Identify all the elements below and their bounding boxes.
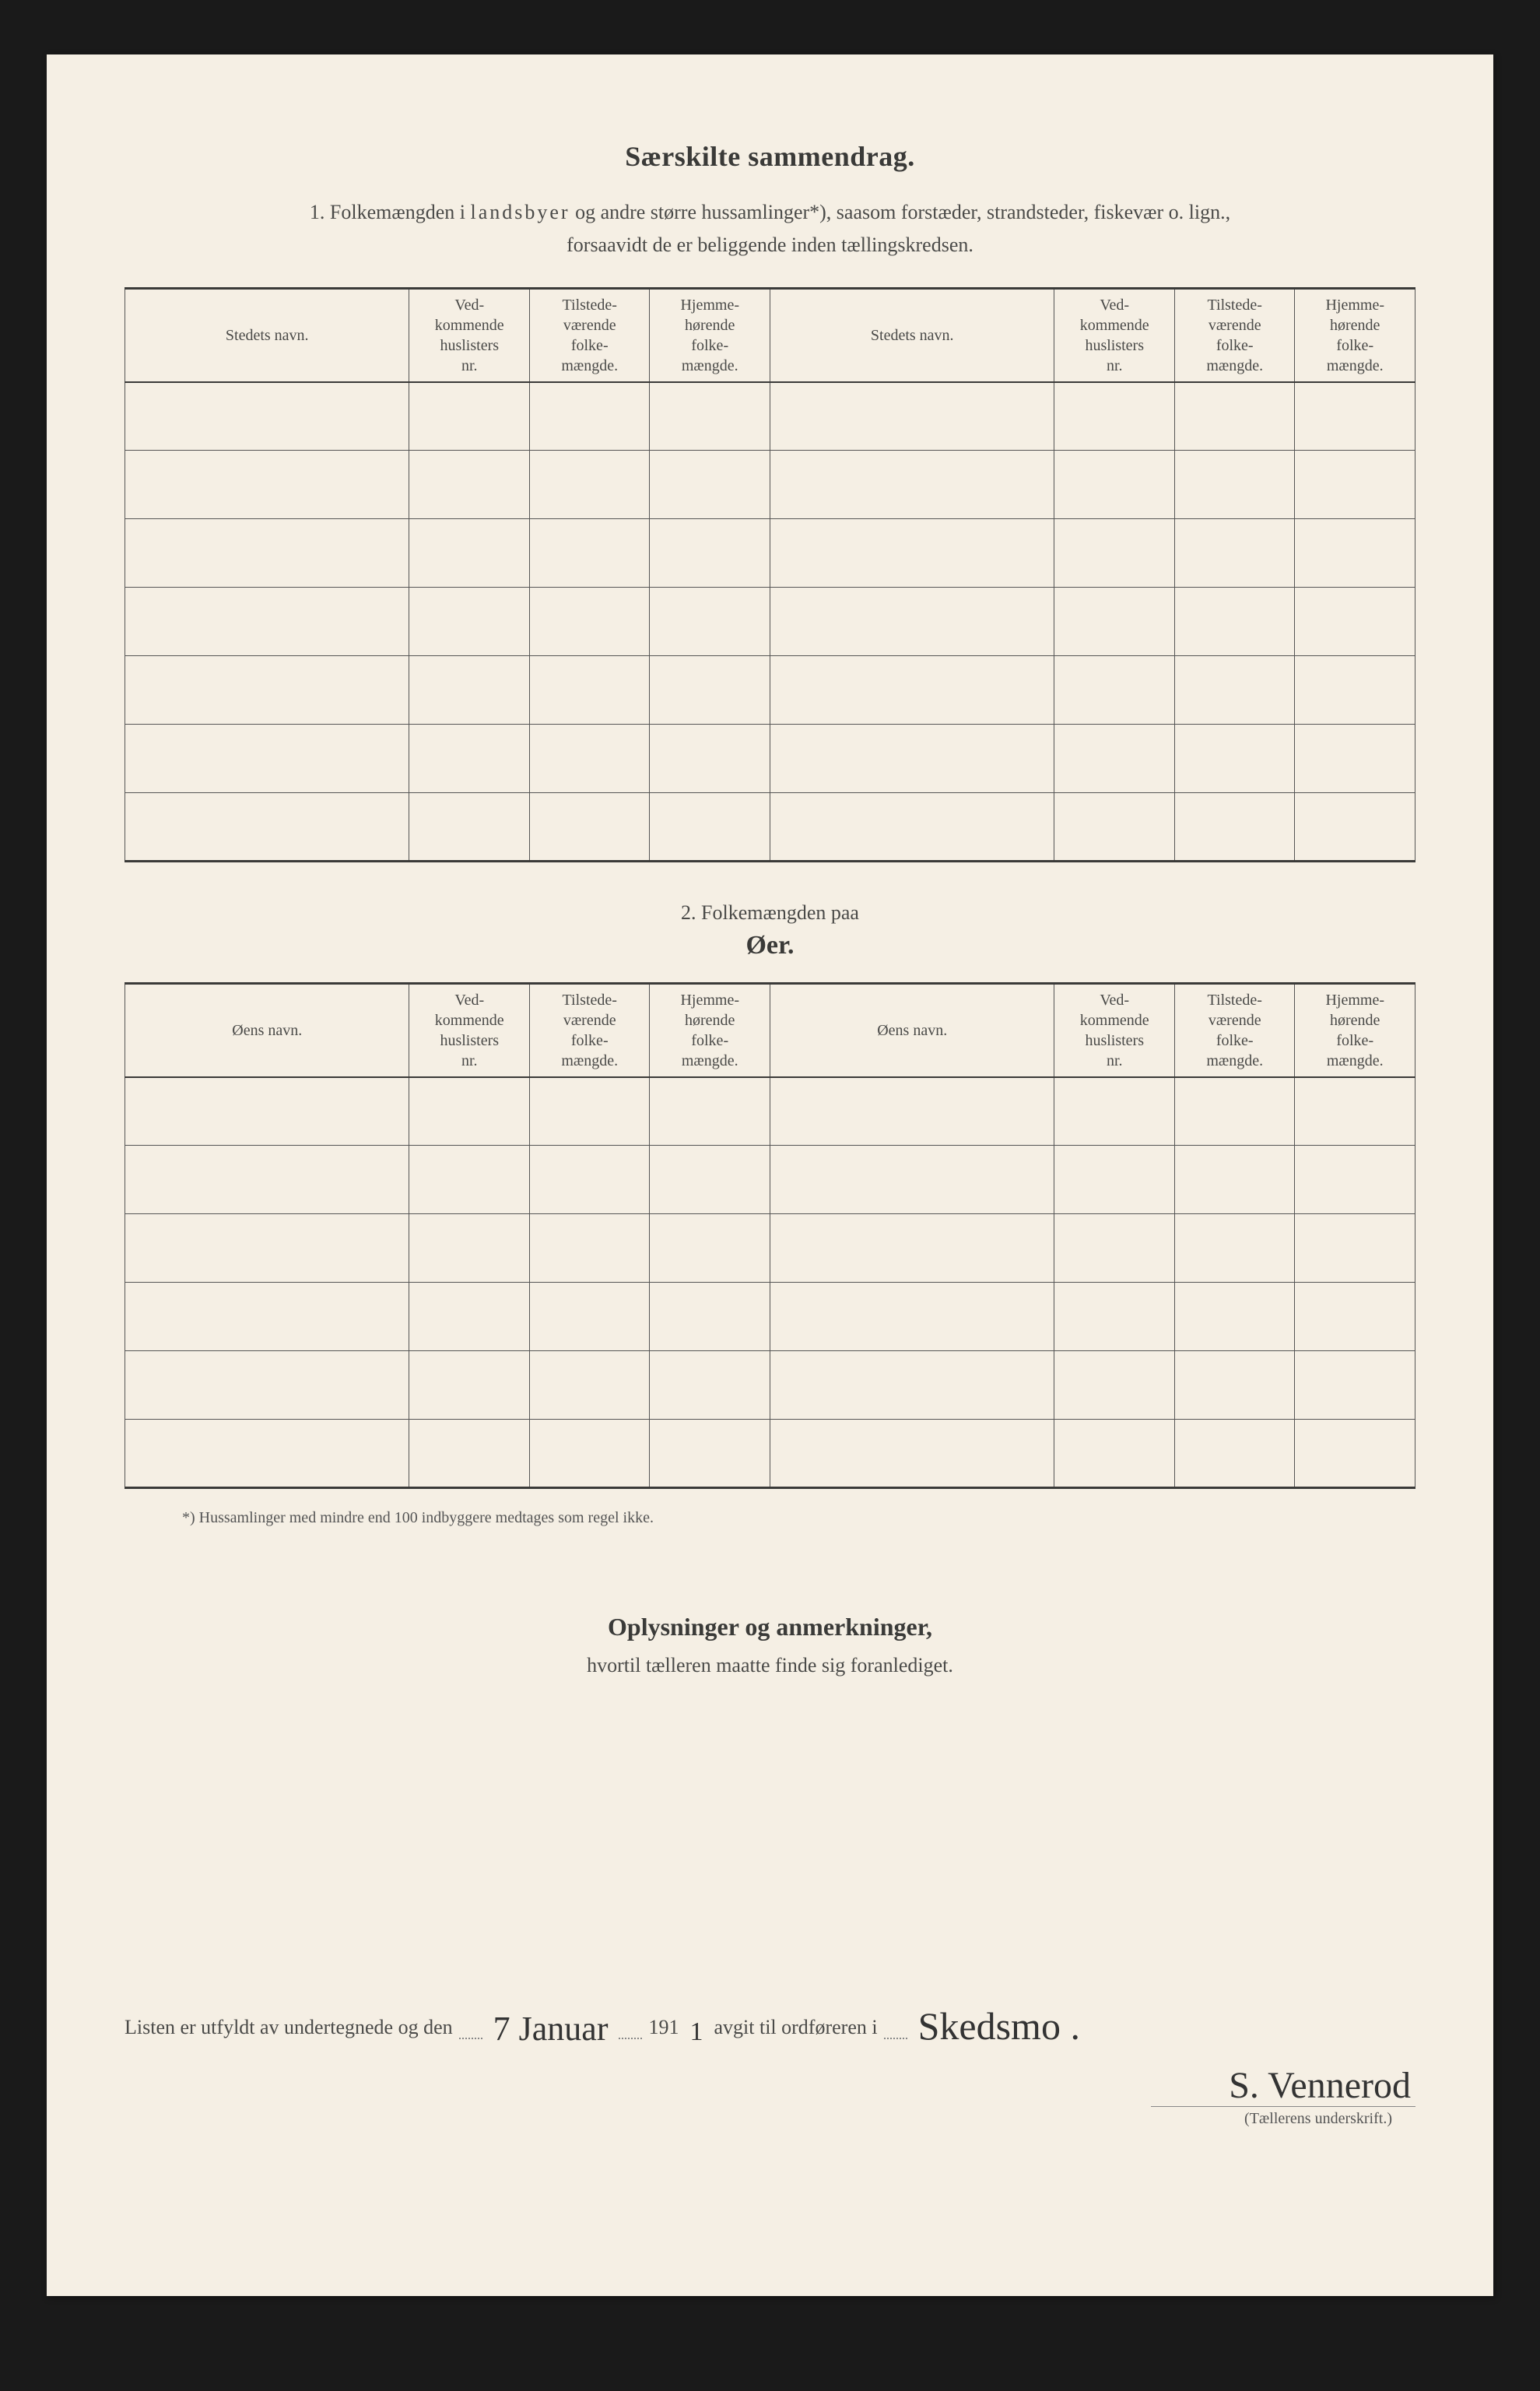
t2-h-name-l: Øens navn. xyxy=(125,984,409,1077)
sig-prefix: Listen er utfyldt av undertegnede og den xyxy=(125,2016,453,2039)
table-row xyxy=(125,793,1415,862)
intro-landsbyer: landsbyer xyxy=(470,201,570,223)
intro-middle: og andre større hussamlinger*), saasom f… xyxy=(570,201,1231,223)
table-row xyxy=(125,1077,1415,1146)
signer-caption: (Tællerens underskrift.) xyxy=(1151,2106,1415,2128)
section2-title: Øer. xyxy=(125,931,1415,960)
t2-h-name-r: Øens navn. xyxy=(770,984,1054,1077)
dotted-spacer xyxy=(619,2038,642,2039)
t1-h-tilstede-l: Tilstede-værendefolke-mængde. xyxy=(529,289,650,382)
section3-sub: hvortil tælleren maatte finde sig foranl… xyxy=(125,1654,1415,1677)
t2-h-hjemme-r: Hjemme-hørendefolke-mængde. xyxy=(1295,984,1415,1077)
table-landsbyer: Stedets navn. Ved-kommendehuslistersnr. … xyxy=(125,287,1415,862)
table-oer: Øens navn. Ved-kommendehuslistersnr. Til… xyxy=(125,982,1415,1489)
table-row xyxy=(125,588,1415,656)
scan-frame: Særskilte sammendrag. 1. Folkemængden i … xyxy=(0,0,1540,2351)
intro-line2: forsaavidt de er beliggende inden tællin… xyxy=(567,233,973,256)
sig-middle: avgit til ordføreren i xyxy=(714,2016,877,2039)
signature-block: Listen er utfyldt av undertegnede og den… xyxy=(125,2004,1415,2128)
table-row xyxy=(125,1146,1415,1214)
table-row xyxy=(125,382,1415,451)
table-row xyxy=(125,725,1415,793)
table-row xyxy=(125,1420,1415,1488)
document-page: Særskilte sammendrag. 1. Folkemængden i … xyxy=(47,54,1493,2296)
table-row xyxy=(125,1214,1415,1283)
signature-line: Listen er utfyldt av undertegnede og den… xyxy=(125,2004,1415,2039)
t2-h-tilstede-l: Tilstede-værendefolke-mængde. xyxy=(529,984,650,1077)
t2-h-tilstede-r: Tilstede-værendefolke-mængde. xyxy=(1174,984,1295,1077)
t1-body xyxy=(125,382,1415,862)
section3-title: Oplysninger og anmerkninger, xyxy=(125,1613,1415,1641)
signer-name: S. Vennerod xyxy=(1224,2065,1415,2106)
sig-year-last: 1 xyxy=(685,2021,707,2045)
t1-h-name-l: Stedets navn. xyxy=(125,289,409,382)
t2-h-nr-r: Ved-kommendehuslistersnr. xyxy=(1054,984,1175,1077)
table-row xyxy=(125,519,1415,588)
t1-h-nr-r: Ved-kommendehuslistersnr. xyxy=(1054,289,1175,382)
sig-year-prefix: 191 xyxy=(648,2016,679,2039)
t1-h-hjemme-r: Hjemme-hørendefolke-mængde. xyxy=(1295,289,1415,382)
intro-prefix: 1. Folkemængden i xyxy=(310,201,471,223)
dotted-spacer xyxy=(459,2038,482,2039)
table-row xyxy=(125,451,1415,519)
t2-h-hjemme-l: Hjemme-hørendefolke-mængde. xyxy=(650,984,770,1077)
table-row xyxy=(125,1351,1415,1420)
t1-h-name-r: Stedets navn. xyxy=(770,289,1054,382)
t1-h-nr-l: Ved-kommendehuslistersnr. xyxy=(409,289,530,382)
t2-body xyxy=(125,1077,1415,1488)
section2-lead: 2. Folkemængden paa xyxy=(125,901,1415,925)
footnote: *) Hussamlinger med mindre end 100 indby… xyxy=(182,1509,1415,1527)
signer-name-wrap: S. Vennerod xyxy=(125,2069,1415,2103)
section1-intro: 1. Folkemængden i landsbyer og andre stø… xyxy=(125,196,1415,261)
main-title: Særskilte sammendrag. xyxy=(125,140,1415,173)
table-row xyxy=(125,656,1415,725)
t1-h-tilstede-r: Tilstede-værendefolke-mængde. xyxy=(1174,289,1295,382)
t2-h-nr-l: Ved-kommendehuslistersnr. xyxy=(409,984,530,1077)
dotted-spacer xyxy=(884,2038,907,2039)
sig-date: 7 Januar xyxy=(489,2014,613,2045)
t1-h-hjemme-l: Hjemme-hørendefolke-mængde. xyxy=(650,289,770,382)
table-row xyxy=(125,1283,1415,1351)
sig-place: Skedsmo . xyxy=(914,2009,1085,2044)
